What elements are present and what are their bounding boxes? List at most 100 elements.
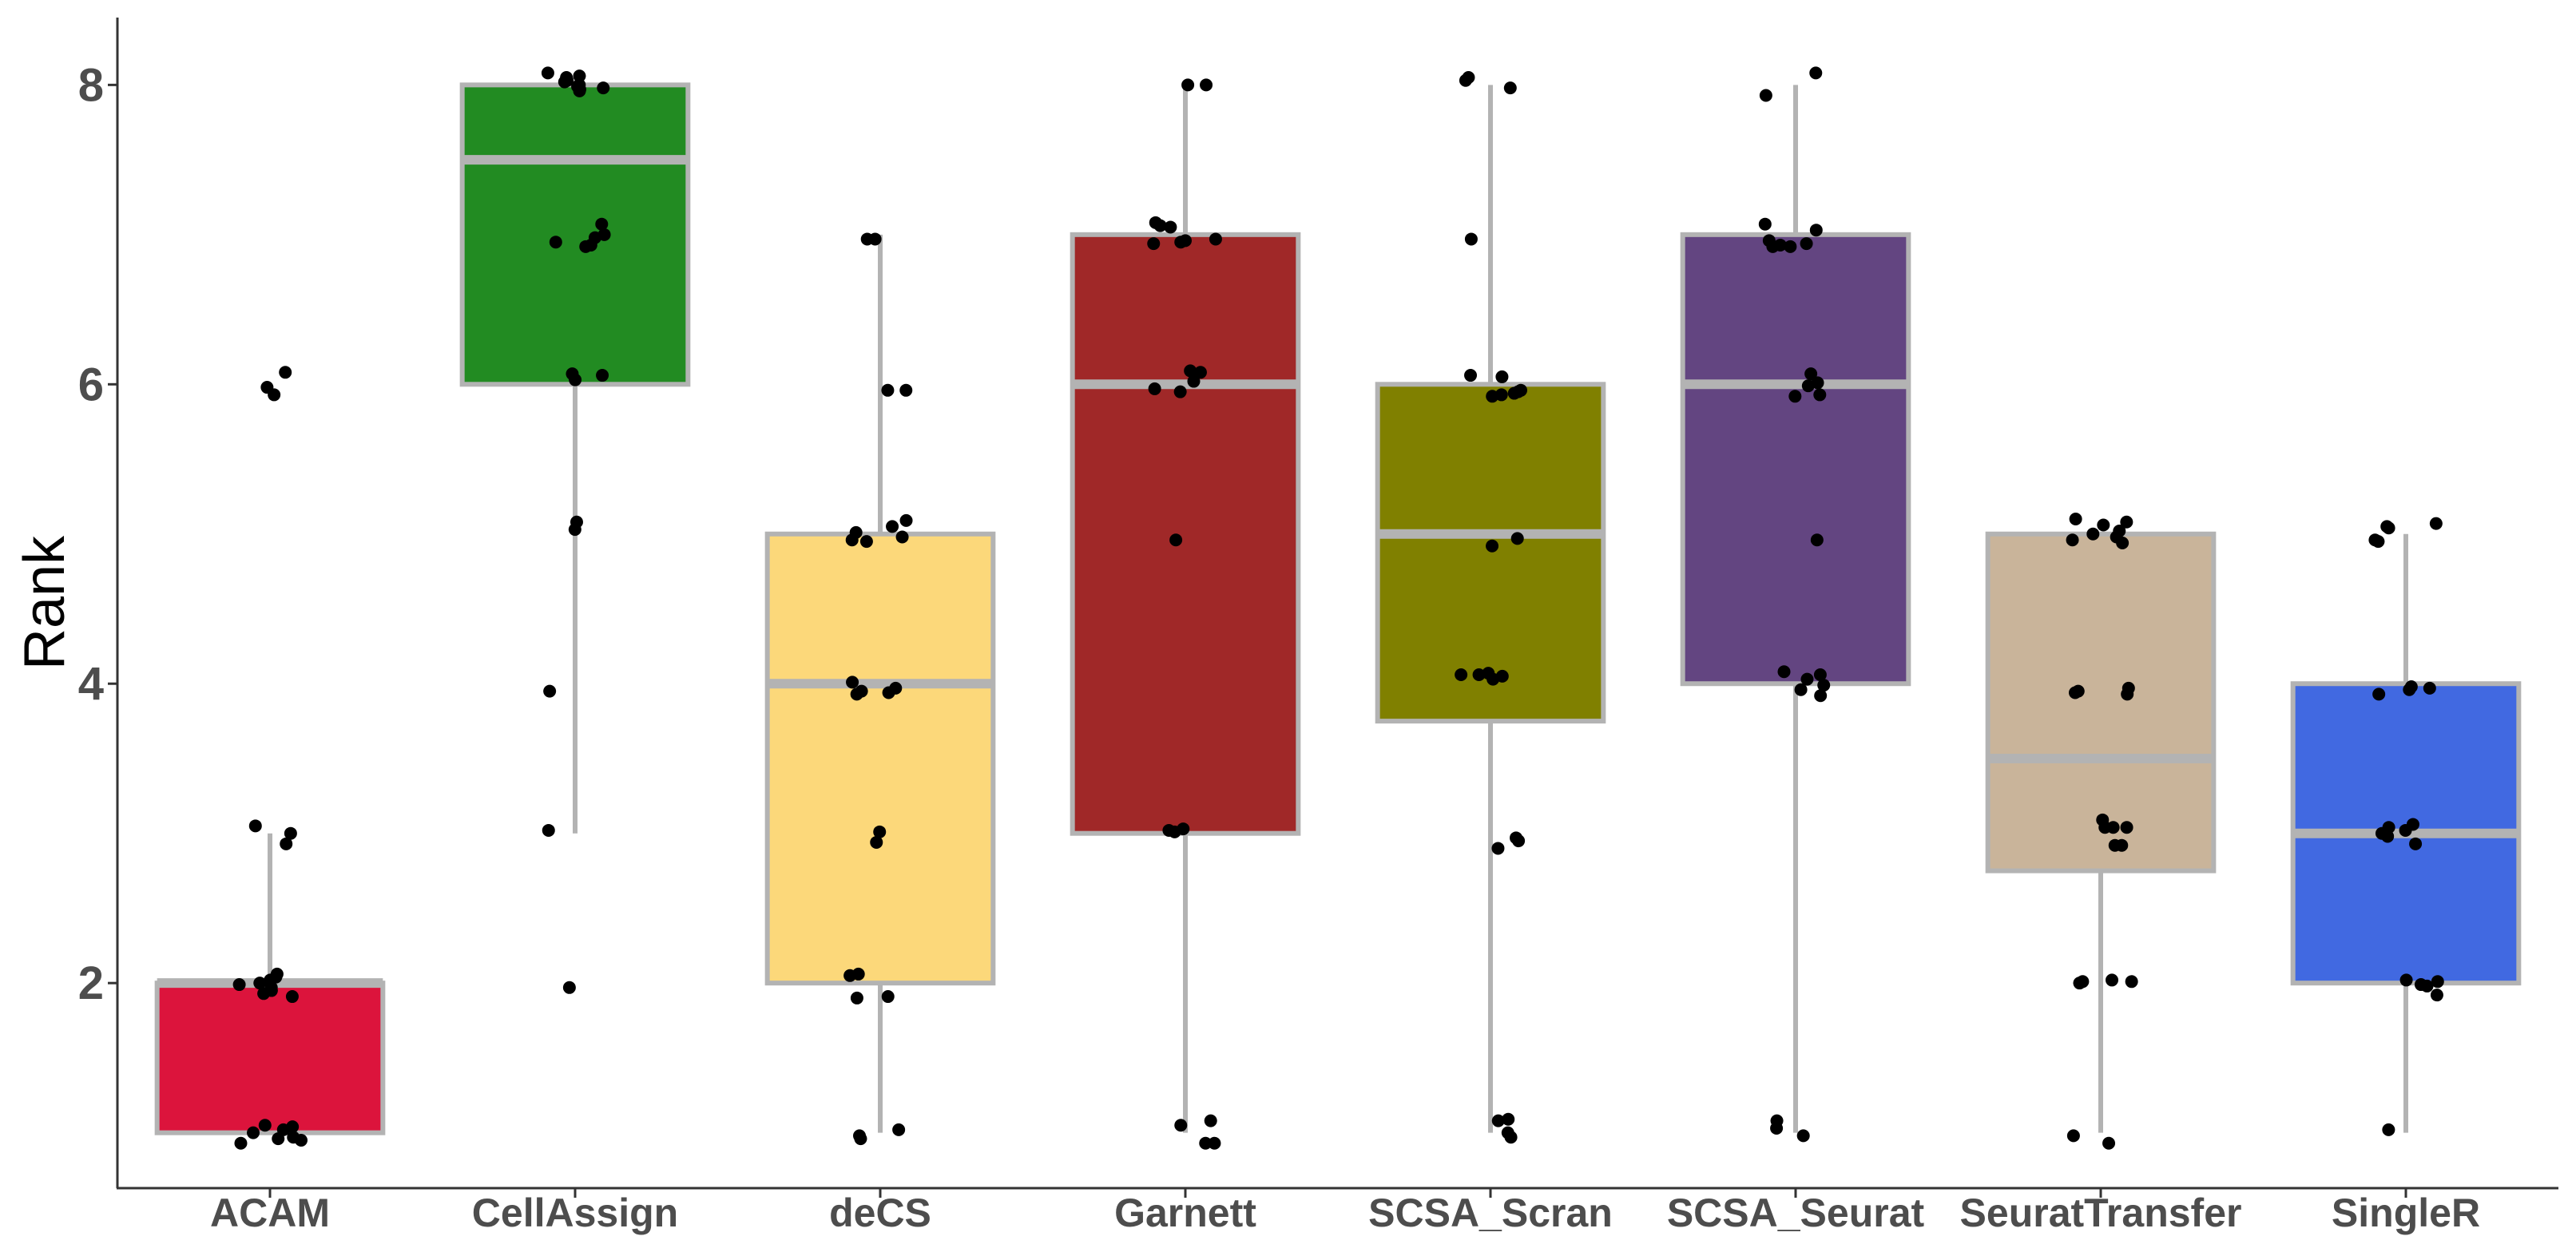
data-point — [1758, 217, 1772, 231]
data-point — [1510, 532, 1524, 545]
data-point — [899, 383, 913, 397]
data-point — [258, 1119, 272, 1132]
data-point — [1800, 672, 1814, 686]
data-point — [1507, 386, 1521, 400]
data-point — [270, 967, 284, 981]
data-point — [895, 530, 909, 544]
points-scsa-seurat — [1758, 66, 1831, 1143]
data-point — [1788, 390, 1802, 403]
data-point — [882, 686, 895, 699]
data-point — [2429, 517, 2443, 530]
data-point — [873, 825, 887, 838]
data-point — [562, 981, 576, 994]
data-point — [2068, 686, 2082, 699]
points-layer — [232, 66, 2444, 1150]
data-point — [899, 513, 913, 527]
data-point — [1813, 388, 1827, 402]
data-point — [2382, 521, 2395, 535]
box — [1985, 531, 2217, 874]
data-point — [2420, 979, 2434, 993]
data-point — [1784, 240, 1797, 253]
data-point — [1153, 219, 1167, 232]
data-point — [280, 837, 293, 850]
data-point — [881, 383, 895, 397]
data-point — [2086, 527, 2100, 541]
data-point — [2069, 513, 2082, 526]
data-point — [2120, 515, 2133, 529]
data-point — [1813, 668, 1827, 681]
data-point — [1766, 240, 1780, 253]
data-point — [1199, 1136, 1213, 1150]
data-point — [2066, 1129, 2080, 1143]
data-point — [1486, 390, 1499, 403]
data-point — [1777, 665, 1791, 679]
x-tick-label: SingleR — [2332, 1191, 2480, 1235]
data-point — [596, 369, 609, 382]
x-tick-label: SCSA_Scran — [1368, 1191, 1613, 1235]
data-point — [2106, 973, 2119, 987]
points-acam — [232, 366, 308, 1150]
data-point — [2430, 989, 2443, 1002]
data-point — [1464, 232, 1478, 246]
data-point — [1809, 224, 1823, 237]
data-point — [1178, 234, 1192, 248]
points-seurattransfer — [2066, 513, 2138, 1150]
box-group-acam — [154, 833, 386, 1135]
data-point — [2372, 535, 2385, 549]
data-point — [1809, 66, 1823, 80]
data-point — [1512, 834, 1526, 848]
data-point — [569, 373, 582, 386]
points-garnett — [1147, 78, 1222, 1150]
x-tick-label: ACAM — [210, 1191, 330, 1235]
box-group-decs — [764, 234, 996, 1133]
data-point — [549, 236, 562, 249]
data-point — [542, 823, 555, 837]
data-point — [2102, 1136, 2116, 1150]
y-tick-label: 4 — [78, 658, 104, 710]
data-point — [1491, 842, 1505, 855]
data-point — [1794, 683, 1808, 696]
data-point — [2399, 823, 2412, 837]
box — [1375, 382, 1606, 724]
box — [764, 531, 996, 986]
data-point — [1187, 374, 1201, 388]
data-point — [2372, 687, 2386, 701]
y-ticks: 2 4 6 8 — [78, 59, 117, 1009]
data-point — [2125, 975, 2138, 989]
data-point — [1810, 533, 1824, 547]
x-ticks: ACAM CellAssign deCS Garnett SCSA_Scran SCSA_… — [210, 1188, 2480, 1235]
data-point — [2073, 977, 2086, 990]
data-point — [248, 819, 262, 833]
data-point — [1204, 1114, 1217, 1127]
data-point — [1200, 78, 1213, 92]
data-point — [1147, 237, 1161, 251]
data-point — [1817, 679, 1831, 692]
data-point — [1495, 370, 1509, 383]
data-point — [2382, 1123, 2395, 1136]
data-point — [573, 82, 586, 96]
data-point — [1173, 385, 1187, 398]
box — [459, 82, 691, 387]
data-point — [287, 1131, 300, 1144]
data-point — [853, 1129, 867, 1143]
points-scsa-scran — [1455, 70, 1528, 1144]
data-point — [886, 520, 899, 533]
data-point — [595, 217, 609, 231]
data-point — [247, 1126, 260, 1139]
data-point — [860, 232, 874, 246]
axes-layer — [116, 18, 2558, 1190]
x-tick-label: CellAssign — [472, 1191, 678, 1235]
data-point — [2121, 687, 2134, 701]
data-point — [2381, 830, 2395, 843]
data-point — [859, 535, 873, 549]
data-point — [1464, 369, 1478, 382]
data-point — [279, 366, 292, 379]
data-point — [2423, 681, 2436, 695]
data-point — [1472, 668, 1486, 681]
points-singler — [2368, 517, 2444, 1136]
points-cellassign — [541, 66, 611, 994]
y-axis-title: Rank — [13, 535, 77, 670]
data-point — [843, 969, 857, 982]
box — [154, 981, 386, 1135]
points-decs — [843, 232, 913, 1146]
